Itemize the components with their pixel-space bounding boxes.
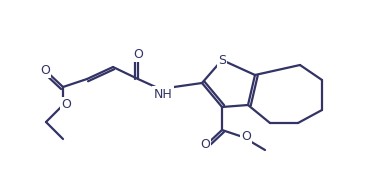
Text: O: O bbox=[40, 64, 50, 76]
Text: O: O bbox=[241, 130, 251, 142]
Text: O: O bbox=[200, 138, 210, 150]
Text: NH: NH bbox=[154, 88, 172, 100]
Text: O: O bbox=[61, 99, 71, 111]
Text: O: O bbox=[133, 47, 143, 61]
Text: S: S bbox=[218, 54, 226, 68]
